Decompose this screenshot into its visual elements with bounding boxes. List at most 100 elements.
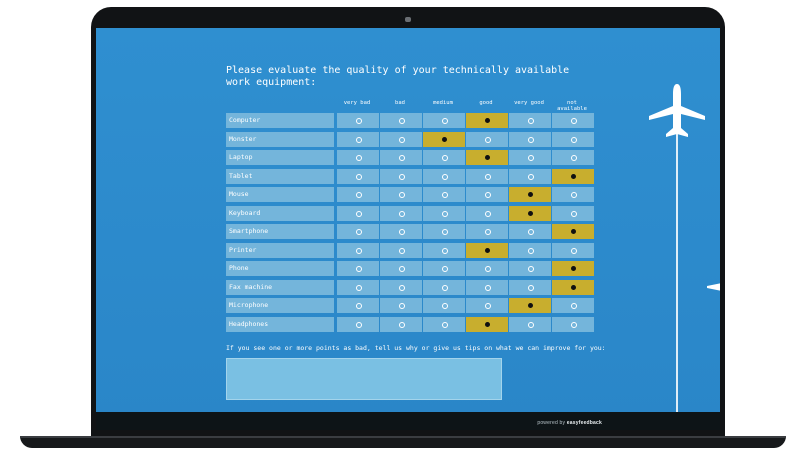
rating-option[interactable] [509,150,551,165]
radio-icon[interactable] [442,321,448,328]
radio-icon[interactable] [442,303,448,309]
radio-icon[interactable] [399,303,405,309]
rating-option[interactable] [337,261,379,276]
radio-selected-icon[interactable] [485,118,490,123]
rating-option[interactable] [509,224,551,239]
radio-icon[interactable] [399,321,405,328]
rating-option[interactable] [509,316,551,332]
radio-icon[interactable] [442,173,448,180]
rating-option[interactable] [552,150,594,165]
rating-option[interactable] [337,187,379,202]
rating-option[interactable] [552,224,594,239]
radio-icon[interactable] [528,284,534,291]
rating-option[interactable] [337,168,379,184]
radio-icon[interactable] [356,155,362,161]
radio-icon[interactable] [528,136,534,143]
radio-icon[interactable] [356,284,362,291]
rating-option[interactable] [552,261,594,276]
radio-icon[interactable] [442,192,448,198]
rating-option[interactable] [552,131,594,147]
rating-option[interactable] [423,279,465,295]
rating-option[interactable] [509,298,551,313]
rating-option[interactable] [466,279,508,295]
radio-icon[interactable] [528,321,534,328]
radio-icon[interactable] [528,118,534,124]
radio-icon[interactable] [485,136,491,143]
radio-icon[interactable] [528,229,534,235]
rating-option[interactable] [552,316,594,332]
radio-icon[interactable] [356,247,362,254]
feedback-textarea[interactable] [226,358,502,400]
rating-option[interactable] [423,298,465,313]
radio-icon[interactable] [571,321,577,328]
rating-option[interactable] [552,187,594,202]
radio-icon[interactable] [399,192,405,198]
radio-selected-icon[interactable] [442,136,447,142]
rating-option[interactable] [509,279,551,295]
radio-icon[interactable] [442,284,448,291]
rating-option[interactable] [509,242,551,258]
rating-option[interactable] [380,113,422,128]
rating-option[interactable] [509,168,551,184]
rating-option[interactable] [423,205,465,221]
rating-option[interactable] [466,131,508,147]
rating-option[interactable] [337,113,379,128]
radio-icon[interactable] [442,266,448,272]
radio-selected-icon[interactable] [528,303,533,308]
radio-icon[interactable] [528,173,534,180]
radio-icon[interactable] [485,229,491,235]
radio-icon[interactable] [399,229,405,235]
radio-selected-icon[interactable] [485,321,490,327]
rating-option[interactable] [380,168,422,184]
radio-icon[interactable] [485,284,491,291]
radio-icon[interactable] [399,284,405,291]
radio-icon[interactable] [528,266,534,272]
radio-icon[interactable] [571,303,577,309]
radio-icon[interactable] [485,192,491,198]
rating-option[interactable] [466,205,508,221]
rating-option[interactable] [380,261,422,276]
radio-icon[interactable] [571,118,577,124]
rating-option[interactable] [509,113,551,128]
rating-option[interactable] [337,224,379,239]
rating-option[interactable] [423,131,465,147]
radio-selected-icon[interactable] [571,266,576,271]
radio-icon[interactable] [356,229,362,235]
rating-option[interactable] [552,279,594,295]
rating-option[interactable] [423,187,465,202]
rating-option[interactable] [380,279,422,295]
radio-selected-icon[interactable] [571,229,576,234]
rating-option[interactable] [509,131,551,147]
radio-icon[interactable] [571,136,577,143]
rating-option[interactable] [552,298,594,313]
radio-icon[interactable] [485,303,491,309]
rating-option[interactable] [423,261,465,276]
rating-option[interactable] [552,168,594,184]
radio-icon[interactable] [485,173,491,180]
rating-option[interactable] [466,168,508,184]
radio-selected-icon[interactable] [528,210,533,216]
radio-icon[interactable] [399,210,405,217]
rating-option[interactable] [380,224,422,239]
radio-selected-icon[interactable] [485,155,490,160]
radio-icon[interactable] [399,266,405,272]
rating-option[interactable] [552,205,594,221]
rating-option[interactable] [466,187,508,202]
radio-icon[interactable] [399,136,405,143]
radio-selected-icon[interactable] [528,192,533,197]
radio-icon[interactable] [356,136,362,143]
rating-option[interactable] [466,316,508,332]
radio-icon[interactable] [442,247,448,254]
rating-option[interactable] [552,242,594,258]
rating-option[interactable] [466,150,508,165]
rating-option[interactable] [337,316,379,332]
rating-option[interactable] [337,131,379,147]
rating-option[interactable] [423,242,465,258]
radio-icon[interactable] [528,155,534,161]
rating-option[interactable] [466,242,508,258]
radio-icon[interactable] [442,210,448,217]
rating-option[interactable] [423,168,465,184]
radio-selected-icon[interactable] [485,247,490,253]
rating-option[interactable] [337,242,379,258]
rating-option[interactable] [552,113,594,128]
